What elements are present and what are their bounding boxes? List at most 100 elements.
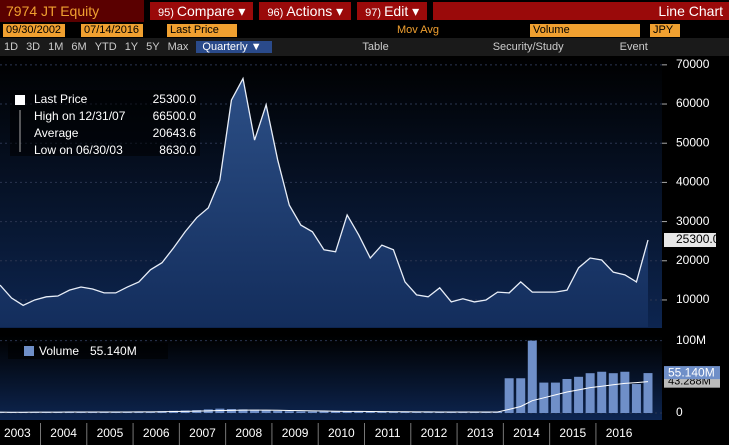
period-button[interactable]: YTD [94, 41, 117, 53]
volume-bar [377, 411, 387, 413]
title-bar: 7974 JT Equity 95) Compare ▾ 96) Actions ▾… [0, 0, 729, 22]
end-date[interactable]: 07/14/2016 [81, 23, 143, 37]
x-tick-label: 2010 [328, 426, 355, 440]
volume-bar [574, 376, 584, 413]
volume-bar [585, 373, 595, 413]
label: Line Chart [658, 3, 723, 19]
y-tick-label: 10000 [676, 292, 710, 306]
legend-name: Average [34, 126, 79, 140]
volume-bar [261, 410, 271, 413]
volume-bar [516, 378, 526, 413]
volume-bar [562, 378, 572, 413]
volume-bar [250, 409, 260, 413]
volume-avg-line [0, 381, 649, 413]
volume-bar [296, 411, 306, 413]
x-tick-label: 2013 [467, 426, 494, 440]
volume-bar [354, 411, 364, 413]
volume-bar [342, 411, 352, 413]
chart-kind: Line Chart [433, 2, 729, 20]
start-date[interactable]: 09/30/2002 [3, 23, 65, 37]
volume-bar [284, 411, 294, 413]
y-tick-label: 20000 [676, 253, 710, 267]
last-price-box [664, 233, 716, 248]
x-tick-label: 2011 [375, 426, 401, 440]
price-line [0, 76, 649, 307]
study[interactable]: Mov Avg [397, 24, 439, 36]
study-button[interactable]: Security/Study [492, 41, 564, 53]
legend-value: 25300.0 [153, 92, 197, 106]
vol-legend-value: 55.140M [90, 344, 137, 358]
actions-button[interactable]: 96) Actions ▾ [259, 2, 352, 20]
ticker[interactable]: 7974 JT Equity [0, 0, 144, 22]
y-tick-label: 70000 [676, 57, 710, 71]
field[interactable]: Last Price [167, 23, 237, 37]
periods: 1D 3D 1M 6M YTD 1Y 5Y Max [0, 41, 192, 53]
period-button[interactable]: 5Y [146, 41, 160, 53]
vol-box [664, 366, 720, 380]
volume-bar [527, 340, 537, 413]
edit-button[interactable]: 97) Edit ▾ [357, 2, 428, 20]
period-button[interactable]: 6M [71, 41, 87, 53]
legend-value: 20643.6 [153, 126, 197, 140]
legend-name: Low on 06/30/03 [34, 143, 123, 157]
volume-bar [435, 412, 445, 413]
event-button[interactable]: Event [619, 41, 648, 53]
y-tick-label: 0 [676, 405, 683, 419]
y-tick-label: 60000 [676, 96, 710, 110]
period-button[interactable]: 1M [48, 41, 64, 53]
y-tick-label: 40000 [676, 175, 710, 189]
vol-label: 55.140M [668, 365, 715, 379]
volume-bar [365, 411, 375, 413]
x-tick-label: 2004 [50, 426, 77, 440]
x-tick-label: 2008 [235, 426, 262, 440]
key: 97) [365, 7, 382, 19]
volume-bar [643, 373, 653, 413]
key: 95) [158, 7, 174, 19]
price-area [0, 78, 648, 327]
label: Actions [286, 3, 333, 19]
currency[interactable]: JPY [650, 23, 680, 37]
volume-bar [458, 412, 468, 413]
legend-swatch [15, 95, 25, 105]
period-button[interactable]: 1D [4, 41, 19, 53]
x-tick-label: 2005 [97, 426, 124, 440]
volume-bar [400, 411, 410, 413]
lower[interactable]: Volume [530, 23, 640, 37]
period-button[interactable]: Max [167, 41, 189, 53]
x-tick-label: 2012 [421, 426, 448, 440]
volume-bar [331, 411, 341, 413]
settings-bar: 09/30/2002 07/14/2016 Last Price Mov Avg… [0, 22, 729, 38]
chart: 10000 20000 30000 40000 50000 60000 70000 25300… [0, 56, 729, 445]
volume-bar [620, 371, 630, 413]
volume-bar [608, 373, 618, 413]
volume-bar [319, 411, 329, 413]
vol-swatch [24, 346, 34, 356]
x-tick-label: 2016 [606, 426, 633, 440]
volume-bar [88, 412, 98, 413]
x-tick-label: 2014 [513, 426, 540, 440]
label: Quarterly [202, 41, 248, 53]
x-tick-label: 2007 [189, 426, 216, 440]
y-tick-label: 100M [676, 333, 706, 347]
legend-value: 8630.0 [159, 143, 196, 157]
x-tick-label: 2003 [4, 426, 31, 440]
volume-bar [307, 411, 317, 413]
vol-legend-box [8, 343, 168, 359]
table-button[interactable]: Table [362, 41, 389, 53]
y-tick-label: 30000 [676, 214, 710, 228]
key: 96) [267, 7, 284, 19]
period-button[interactable]: 1Y [124, 41, 139, 53]
period-button[interactable]: 3D [26, 41, 41, 53]
legend-name: High on 12/31/07 [34, 109, 126, 123]
frequency[interactable]: Quarterly ▼ [196, 41, 273, 53]
compare-button[interactable]: 95) Compare ▾ [150, 2, 254, 20]
x-tick-label: 2015 [559, 426, 586, 440]
legend-box [10, 90, 200, 156]
last-price-label: 25300.0 [676, 232, 720, 246]
volume-bar [388, 411, 398, 413]
volume-bar [504, 378, 514, 413]
period-bar: 1D 3D 1M 6M YTD 1Y 5Y Max Quarterly ▼ Table Sec… [0, 38, 729, 56]
vol-legend-name: Volume [39, 344, 79, 358]
volume-bar [273, 410, 283, 413]
